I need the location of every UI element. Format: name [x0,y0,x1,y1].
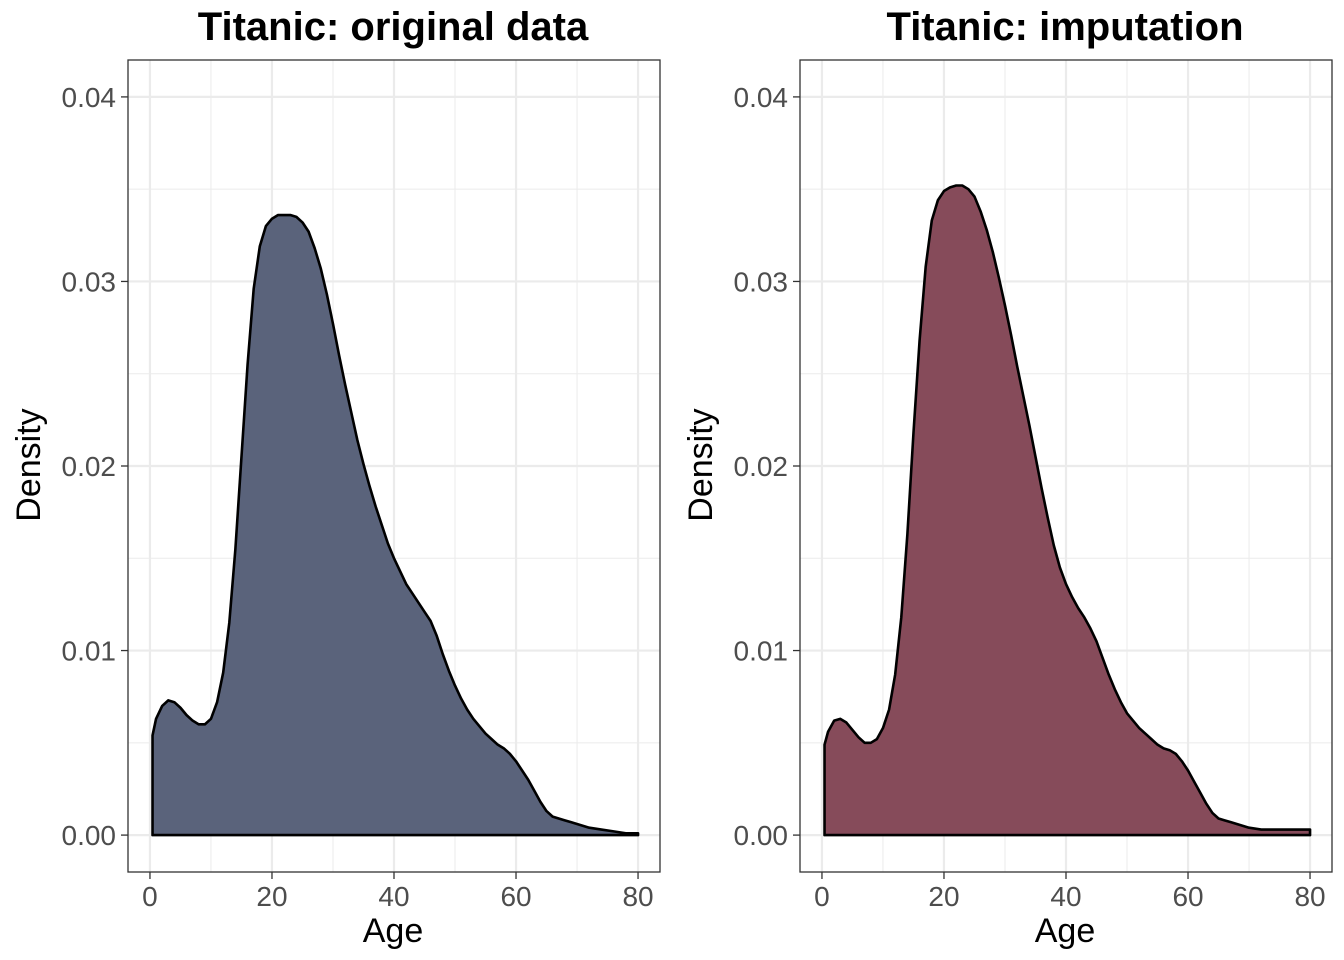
plot-area-imputation: 0 20 40 60 80 0.00 0.01 0.02 0.03 0.04 [734,59,1333,912]
y-tick-label: 0.03 [62,266,117,297]
x-tick-label: 40 [378,881,409,912]
x-axis-title-original: Age [363,912,424,950]
x-tick-label: 40 [1050,881,1081,912]
density-area [823,184,1312,837]
density-area [151,213,640,837]
y-tick-label: 0.01 [62,636,117,667]
y-tick-label: 0.02 [734,451,789,482]
x-axis-title-imputation: Age [1035,912,1096,950]
panel-imputation: Titanic: imputation 0 20 40 60 80 0.00 0.01 0.0… [682,5,1333,950]
y-axis-title-original: Density [10,408,48,521]
chart-title-original: Titanic: original data [198,5,589,49]
y-tick-label: 0.04 [62,82,117,113]
y-tick-label: 0.02 [62,451,117,482]
x-tick-label: 80 [622,881,653,912]
x-tick-label: 80 [1294,881,1325,912]
x-tick-label: 60 [1172,881,1203,912]
y-tick-label: 0.01 [734,636,789,667]
chart-title-imputation: Titanic: imputation [886,5,1243,49]
x-tick-label: 0 [142,881,158,912]
x-tick-label: 20 [928,881,959,912]
y-tick-label: 0.03 [734,266,789,297]
y-tick-label: 0.00 [734,820,789,851]
x-tick-label: 20 [256,881,287,912]
x-tick-label: 0 [814,881,830,912]
x-tick-label: 60 [500,881,531,912]
panel-original: Titanic: original data 0 20 40 60 80 0.00 0.01… [10,5,661,950]
y-tick-label: 0.04 [734,82,789,113]
y-tick-label: 0.00 [62,820,117,851]
plot-area-original: 0 20 40 60 80 0.00 0.01 0.02 0.03 0.04 [62,59,661,912]
y-axis-title-imputation: Density [682,408,720,521]
